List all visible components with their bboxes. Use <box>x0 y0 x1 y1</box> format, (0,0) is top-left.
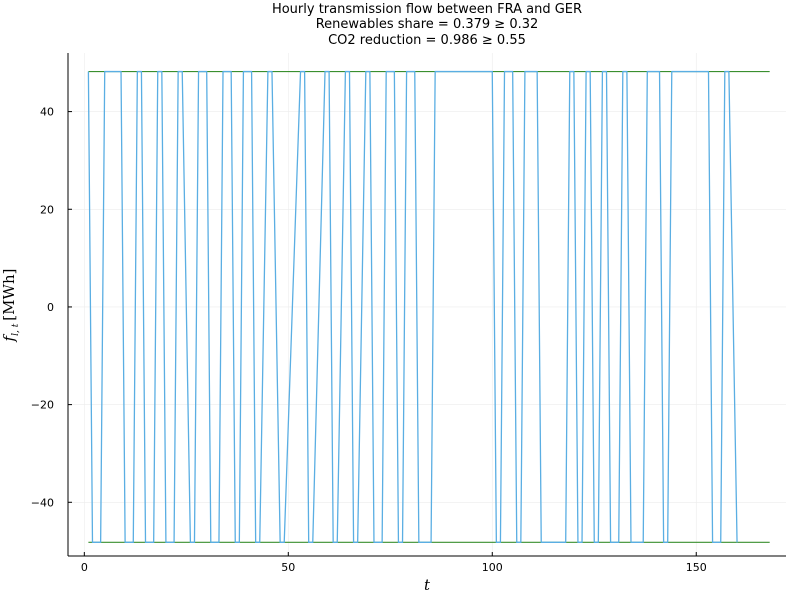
x-tick-label-3: 150 <box>686 561 707 574</box>
chart-title-line-2: Renewables share = 0.379 ≥ 0.32 <box>316 17 539 32</box>
y-axis-label: fl, t [MWh] <box>0 269 21 343</box>
y-tick-label-0: −40 <box>31 496 54 509</box>
y-tick-label-2: 0 <box>47 301 54 314</box>
x-tick-label-0: 0 <box>81 561 88 574</box>
svg-text:fl, t[MWh]: fl, t [MWh] <box>0 269 21 343</box>
axes-layer <box>67 53 786 557</box>
x-tick-label-2: 100 <box>482 561 503 574</box>
flow-series-line-0 <box>87 70 738 543</box>
y-tick-label-3: 20 <box>40 203 54 216</box>
y-tick-label-4: 40 <box>40 106 54 119</box>
y-axis-label-symbol: f <box>0 333 18 342</box>
y-axis-label-subscript: l, t <box>11 323 21 336</box>
x-tick-label-1: 50 <box>281 561 295 574</box>
y-tick-labels: −40 −20 0 20 40 <box>31 106 54 510</box>
series-layer <box>87 70 738 543</box>
chart-title-line-1: Hourly transmission flow between FRA and… <box>272 2 582 17</box>
x-axis-label: t <box>424 576 431 594</box>
y-tick-label-1: −20 <box>31 399 54 412</box>
x-tick-labels: 0 50 100 150 <box>81 561 707 574</box>
chart-title-line-3: CO2 reduction = 0.986 ≥ 0.55 <box>328 33 526 48</box>
y-axis-label-unit: [MWh] <box>0 269 18 321</box>
